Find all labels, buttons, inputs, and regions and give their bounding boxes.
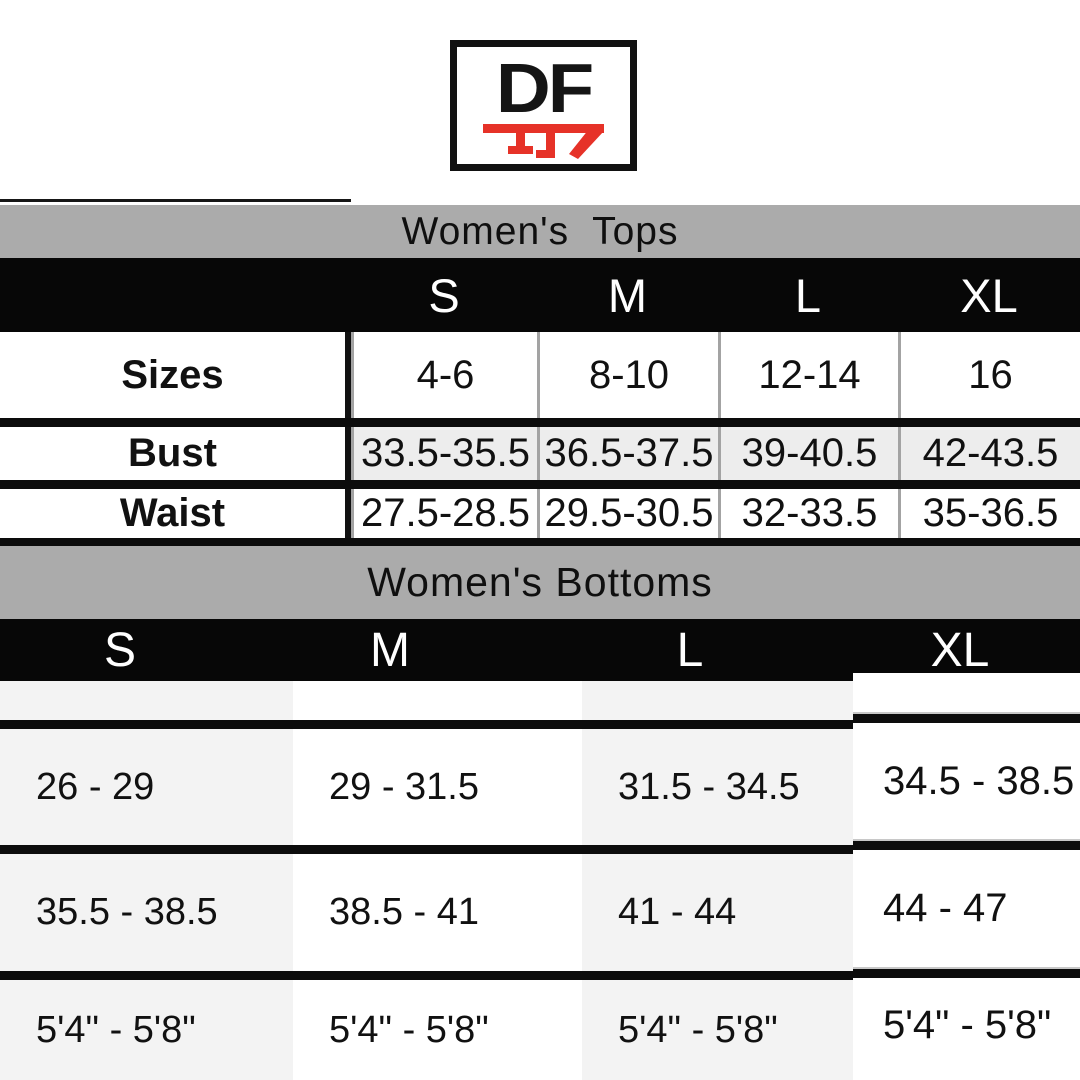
bottoms-size-header-row: S M L XL <box>0 619 1080 681</box>
bottoms-cell: 31.5 - 34.5 <box>582 729 853 845</box>
tops-cell: 4-6 <box>351 332 537 418</box>
bottoms-cell: 5'4" - 5'8" <box>0 980 293 1080</box>
divider-line <box>853 712 1080 723</box>
cropped-row-strip <box>293 681 582 720</box>
divider-line <box>582 971 853 980</box>
brand-initials: DF <box>495 49 594 128</box>
divider-line <box>293 971 582 980</box>
divider-line <box>853 967 1080 978</box>
tops-cell: 29.5-30.5 <box>537 489 718 538</box>
divider-line <box>0 971 293 980</box>
size-chart-tables: Women's Tops S M L XL Sizes 4-6 8-10 12-… <box>0 205 1080 1080</box>
bottoms-cell: 35.5 - 38.5 <box>0 854 293 971</box>
tops-cell: 33.5-35.5 <box>351 427 537 480</box>
tops-header-spacer <box>0 258 351 332</box>
bottoms-cell: 5'4" - 5'8" <box>853 978 1080 1072</box>
bottoms-cell: 26 - 29 <box>0 729 293 845</box>
tops-title: Women's Tops <box>401 209 679 253</box>
tops-row-label: Bust <box>0 427 351 480</box>
divider-line <box>0 538 1080 546</box>
divider-line <box>293 720 582 729</box>
bottoms-column-l: 31.5 - 34.5 41 - 44 5'4" - 5'8" <box>582 681 853 1080</box>
bottoms-size-header-l: L <box>676 623 704 677</box>
cattle-brand-mark-icon <box>482 124 604 159</box>
bottoms-section-header: Women's Bottoms <box>0 546 1080 619</box>
tops-cell: 35-36.5 <box>898 489 1080 538</box>
bottoms-cell: 34.5 - 38.5 <box>853 723 1080 839</box>
tops-cell: 42-43.5 <box>898 427 1080 480</box>
tops-cell: 36.5-37.5 <box>537 427 718 480</box>
bottoms-title: Women's Bottoms <box>367 559 713 605</box>
cropped-row-strip <box>853 673 1080 712</box>
scan-seam-line <box>0 199 351 202</box>
tops-cell: 32-33.5 <box>718 489 898 538</box>
cropped-row-strip <box>582 681 853 720</box>
divider-line <box>853 839 1080 850</box>
tops-row-bust: Bust 33.5-35.5 36.5-37.5 39-40.5 42-43.5 <box>0 427 1080 480</box>
tops-cell: 39-40.5 <box>718 427 898 480</box>
divider-line <box>0 845 293 854</box>
divider-line <box>582 720 853 729</box>
divider-line <box>0 418 1080 427</box>
tops-cell: 27.5-28.5 <box>351 489 537 538</box>
bottoms-cell: 38.5 - 41 <box>293 854 582 971</box>
bottoms-size-header-xl: XL <box>930 623 990 677</box>
bottoms-cell: 5'4" - 5'8" <box>582 980 853 1080</box>
divider-line <box>0 720 293 729</box>
bottoms-size-header-s: S <box>103 623 136 677</box>
divider-line <box>0 480 1080 489</box>
tops-cell: 16 <box>898 332 1080 418</box>
divider-line <box>293 845 582 854</box>
bottoms-column-m: 29 - 31.5 38.5 - 41 5'4" - 5'8" <box>293 681 582 1080</box>
tops-size-header-l: L <box>794 268 822 322</box>
bottoms-cell: 29 - 31.5 <box>293 729 582 845</box>
bottoms-column-xl: 34.5 - 38.5 44 - 47 5'4" - 5'8" <box>853 673 1080 1072</box>
tops-row-waist: Waist 27.5-28.5 29.5-30.5 32-33.5 35-36.… <box>0 489 1080 538</box>
tops-cell: 12-14 <box>718 332 898 418</box>
tops-size-header-s: S <box>428 268 460 322</box>
bottoms-column-s: 26 - 29 35.5 - 38.5 5'4" - 5'8" <box>0 681 293 1080</box>
bottoms-table: 26 - 29 35.5 - 38.5 5'4" - 5'8" 29 - 31.… <box>0 673 1080 1080</box>
tops-size-header-m: M <box>607 268 648 322</box>
bottoms-cell: 5'4" - 5'8" <box>293 980 582 1080</box>
tops-row-sizes: Sizes 4-6 8-10 12-14 16 <box>0 332 1080 418</box>
bottoms-cell: 44 - 47 <box>853 850 1080 967</box>
tops-size-header-xl: XL <box>960 268 1018 322</box>
divider-line <box>582 845 853 854</box>
tops-row-label: Waist <box>0 489 351 538</box>
brand-logo: DF <box>450 40 637 171</box>
tops-section-header: Women's Tops <box>0 205 1080 258</box>
tops-cell: 8-10 <box>537 332 718 418</box>
cropped-row-strip <box>0 681 293 720</box>
tops-size-header-row: S M L XL <box>0 258 1080 332</box>
bottoms-size-header-m: M <box>370 623 410 677</box>
tops-row-label: Sizes <box>0 332 351 418</box>
bottoms-cell: 41 - 44 <box>582 854 853 971</box>
